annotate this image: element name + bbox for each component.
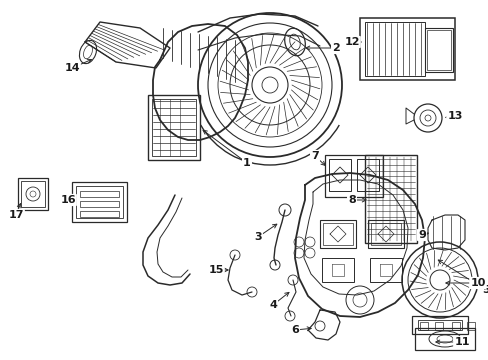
Bar [148, 95, 200, 160]
Bar [356, 159, 378, 191]
Bar [414, 328, 474, 350]
Text: 10: 10 [469, 278, 485, 288]
Text: 2: 2 [331, 43, 339, 53]
Text: 1: 1 [243, 158, 250, 168]
Bar [417, 320, 461, 330]
Bar [152, 99, 196, 156]
Bar [367, 220, 403, 248]
Text: 11: 11 [453, 337, 469, 347]
Text: 5: 5 [481, 285, 488, 295]
Bar [364, 22, 424, 76]
Bar [369, 258, 401, 282]
Bar [18, 178, 48, 210]
Text: 12: 12 [344, 37, 359, 47]
Bar [434, 322, 442, 330]
Bar [359, 18, 454, 80]
Bar [80, 211, 119, 217]
Bar [424, 28, 452, 72]
Bar [321, 258, 353, 282]
Text: 13: 13 [447, 111, 462, 121]
Bar [319, 220, 355, 248]
Text: 4: 4 [268, 300, 276, 310]
Bar [21, 181, 45, 207]
Bar [364, 155, 416, 243]
Text: 17: 17 [8, 210, 24, 220]
Bar [466, 322, 474, 330]
Bar [426, 30, 450, 70]
Text: 6: 6 [290, 325, 298, 335]
Bar [80, 191, 119, 197]
Bar [370, 223, 400, 245]
Bar [451, 322, 459, 330]
Bar [323, 223, 352, 245]
Text: 9: 9 [417, 230, 425, 240]
Bar [76, 186, 123, 218]
Bar [72, 182, 127, 222]
Bar [411, 316, 467, 334]
Text: 14: 14 [64, 63, 80, 73]
Text: 15: 15 [208, 265, 223, 275]
Bar [419, 322, 427, 330]
Text: 16: 16 [60, 195, 76, 205]
Bar [80, 201, 119, 207]
Text: 7: 7 [310, 151, 318, 161]
Text: 8: 8 [347, 195, 355, 205]
Bar [325, 155, 382, 197]
Bar [328, 159, 350, 191]
Text: 3: 3 [254, 232, 261, 242]
